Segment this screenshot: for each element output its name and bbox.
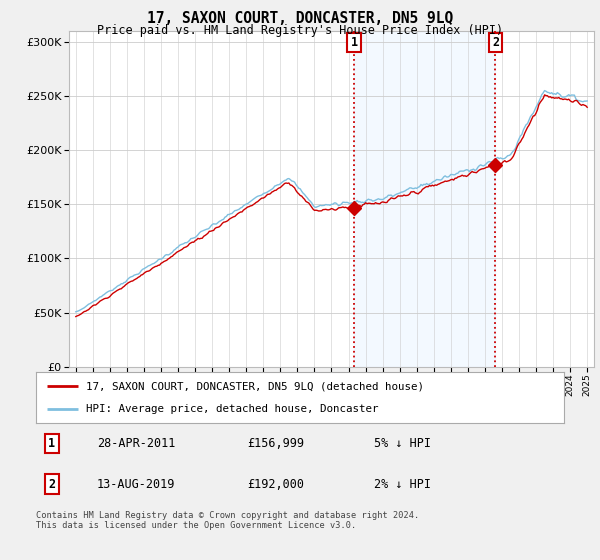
Text: 2: 2	[48, 478, 55, 491]
Text: 5% ↓ HPI: 5% ↓ HPI	[374, 437, 431, 450]
Text: HPI: Average price, detached house, Doncaster: HPI: Average price, detached house, Donc…	[86, 404, 379, 414]
Text: 17, SAXON COURT, DONCASTER, DN5 9LQ (detached house): 17, SAXON COURT, DONCASTER, DN5 9LQ (det…	[86, 381, 424, 391]
Text: Contains HM Land Registry data © Crown copyright and database right 2024.
This d: Contains HM Land Registry data © Crown c…	[36, 511, 419, 530]
Text: 2% ↓ HPI: 2% ↓ HPI	[374, 478, 431, 491]
Text: £192,000: £192,000	[247, 478, 304, 491]
Text: 1: 1	[48, 437, 55, 450]
Text: Price paid vs. HM Land Registry's House Price Index (HPI): Price paid vs. HM Land Registry's House …	[97, 24, 503, 36]
Text: 2: 2	[492, 36, 499, 49]
Text: £156,999: £156,999	[247, 437, 304, 450]
Text: 1: 1	[350, 36, 358, 49]
Bar	[354, 31, 496, 367]
Text: 28-APR-2011: 28-APR-2011	[97, 437, 175, 450]
Text: 13-AUG-2019: 13-AUG-2019	[97, 478, 175, 491]
Text: 17, SAXON COURT, DONCASTER, DN5 9LQ: 17, SAXON COURT, DONCASTER, DN5 9LQ	[147, 11, 453, 26]
